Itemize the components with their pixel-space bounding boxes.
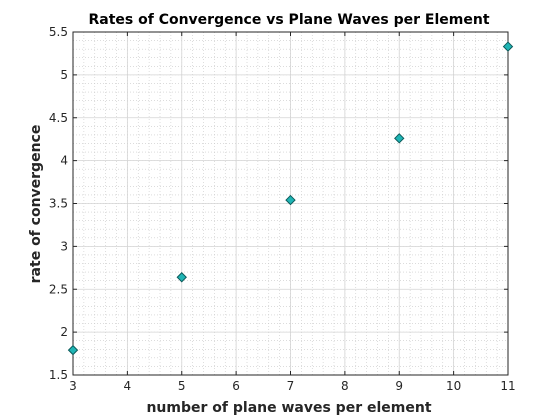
data-point (67, 344, 79, 356)
y-tick-label: 5.5 (49, 25, 68, 39)
x-tick-label: 9 (395, 379, 403, 393)
y-tick-label: 3.5 (49, 197, 68, 211)
data-point (285, 194, 296, 206)
y-tick-label: 2 (60, 325, 68, 339)
axis-ticks (72, 31, 509, 376)
y-axis-label: rate of convergence (28, 125, 44, 284)
data-point (176, 272, 187, 283)
x-tick-label: 6 (232, 379, 240, 393)
x-axis-label: number of plane waves per element (146, 400, 431, 416)
x-tick-label: 3 (69, 379, 77, 393)
tick-labels: 3 4 5 6 7 8 9 10 11 1.5 2 2.5 3 3.5 4 4.5 5 5.5 (49, 25, 516, 393)
x-tick-label: 10 (446, 379, 461, 393)
data-point (502, 41, 514, 52)
y-tick-label: 5 (60, 68, 68, 82)
y-tick-label: 4 (60, 154, 68, 168)
y-tick-label: 3 (60, 239, 68, 253)
x-tick-label: 5 (178, 379, 186, 393)
data-point (394, 133, 405, 144)
y-tick-label: 4.5 (49, 111, 68, 125)
x-tick-label: 8 (341, 379, 349, 393)
x-tick-label: 4 (124, 379, 132, 393)
x-tick-label: 7 (287, 379, 295, 393)
chart-title: Rates of Convergence vs Plane Waves per … (88, 12, 489, 28)
x-tick-label: 11 (500, 379, 515, 393)
y-tick-label: 2.5 (49, 282, 68, 296)
y-tick-label: 1.5 (49, 368, 68, 382)
data-points (67, 41, 514, 356)
